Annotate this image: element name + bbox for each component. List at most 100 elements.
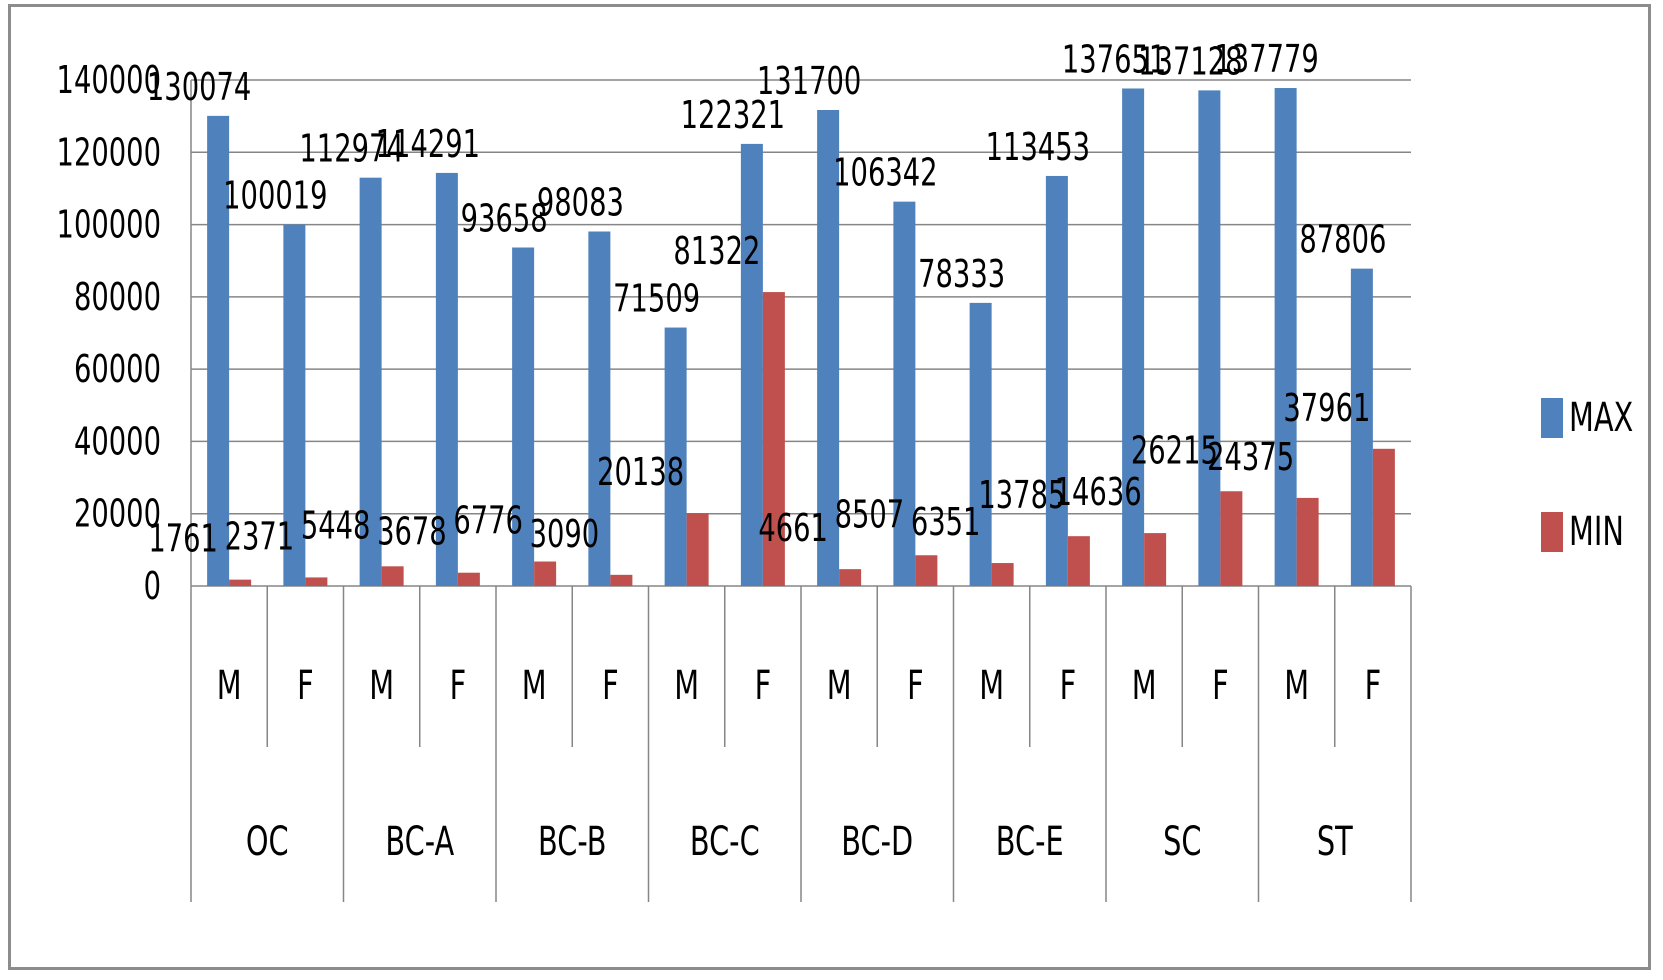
category-label: M: [674, 663, 699, 709]
legend-swatch-max: [1541, 398, 1563, 438]
min-bar: [991, 563, 1014, 586]
min-data-label: 5448: [301, 503, 371, 548]
min-bar: [229, 579, 252, 586]
max-bar: [969, 302, 992, 586]
category-label: M: [369, 663, 394, 709]
max-data-label: 113453: [986, 124, 1090, 169]
legend-item-min: MIN: [1541, 509, 1645, 555]
group-label: SC: [1163, 819, 1201, 865]
max-data-label: 131700: [757, 58, 861, 103]
min-bar: [686, 513, 709, 586]
max-data-label: 71509: [613, 276, 700, 321]
max-data-label: 137651: [1062, 37, 1166, 82]
category-label: F: [1212, 663, 1229, 709]
group-label: BC-A: [385, 819, 454, 865]
category-label: M: [827, 663, 852, 709]
max-data-label: 93658: [461, 196, 548, 241]
max-bar: [283, 224, 306, 587]
min-data-label: 4661: [758, 506, 828, 551]
min-bar: [1144, 533, 1167, 586]
category-label: F: [450, 663, 467, 709]
max-data-label: 137779: [1214, 36, 1318, 81]
max-bar: [512, 247, 535, 586]
bar-chart: 0200004000060000800001000001200001400001…: [57, 36, 1412, 902]
min-data-label: 3678: [377, 509, 447, 554]
max-bar: [893, 201, 916, 586]
max-data-label: 130074: [147, 64, 251, 109]
group-label: OC: [246, 819, 289, 865]
category-label: M: [979, 663, 1004, 709]
max-bar: [740, 143, 763, 586]
max-bar: [817, 109, 840, 587]
chart-frame: 0 20000 40000 60000 80000 100000 120000 140000 1…: [8, 4, 1651, 970]
legend-item-max: MAX: [1541, 395, 1658, 441]
max-data-label: 137128: [1138, 39, 1242, 84]
group-label: BC-D: [841, 819, 913, 865]
legend-label-max: MAX: [1569, 395, 1634, 441]
min-data-label: 6776: [453, 498, 523, 543]
max-bar: [588, 231, 611, 587]
min-bar: [381, 566, 404, 586]
y-tick-label: 60000: [74, 347, 161, 392]
max-data-label: 114291: [376, 121, 480, 166]
category-label: M: [1284, 663, 1309, 709]
min-bar: [839, 569, 862, 586]
min-data-label: 2371: [225, 514, 295, 559]
y-tick-label: 140000: [57, 57, 161, 102]
min-data-label: 13785: [978, 473, 1065, 518]
max-bar: [1045, 175, 1068, 587]
min-data-label: 14636: [1055, 470, 1142, 515]
y-tick-label: 20000: [74, 491, 161, 536]
max-bar: [1122, 88, 1145, 586]
category-label: F: [907, 663, 924, 709]
category-label: F: [297, 663, 314, 709]
category-label: F: [602, 663, 619, 709]
max-data-label: 106342: [833, 150, 937, 195]
max-bar: [664, 327, 687, 586]
min-bar: [457, 572, 480, 586]
max-data-label: 87806: [1299, 217, 1386, 262]
max-data-label: 122321: [681, 92, 785, 137]
min-bar: [610, 574, 633, 586]
min-bar: [762, 292, 785, 586]
min-data-label: 6351: [911, 499, 981, 544]
max-bar: [435, 172, 458, 586]
min-data-label: 24375: [1207, 434, 1294, 479]
min-data-label: 81322: [673, 229, 760, 274]
min-data-label: 37961: [1283, 385, 1370, 430]
min-data-label: 26215: [1131, 428, 1218, 473]
min-data-label: 1761: [148, 516, 218, 561]
min-bar: [305, 577, 328, 586]
min-data-label: 3090: [530, 511, 600, 556]
category-label: M: [1132, 663, 1157, 709]
min-data-label: 8507: [835, 492, 905, 537]
min-bar: [534, 561, 557, 586]
min-data-label: 20138: [597, 450, 684, 495]
legend-swatch-min: [1541, 512, 1563, 552]
category-label: F: [1365, 663, 1382, 709]
legend-label-min: MIN: [1569, 509, 1624, 555]
max-data-label: 98083: [537, 180, 624, 225]
min-bar: [1296, 497, 1319, 586]
max-bar: [359, 177, 382, 586]
category-label: M: [522, 663, 547, 709]
min-bar: [1067, 536, 1090, 586]
max-data-label: 112974: [299, 126, 403, 171]
y-tick-label: 120000: [57, 130, 161, 175]
min-bar: [915, 555, 938, 586]
min-bar: [1220, 491, 1243, 586]
group-label: BC-C: [690, 819, 760, 865]
max-bar: [1274, 88, 1297, 586]
max-bar: [1198, 90, 1221, 587]
max-data-label: 78333: [918, 251, 1005, 296]
group-label: ST: [1317, 819, 1353, 865]
group-label: BC-B: [538, 819, 606, 865]
category-label: M: [217, 663, 242, 709]
category-label: F: [755, 663, 772, 709]
y-tick-label: 40000: [74, 419, 161, 464]
min-bar: [1372, 448, 1395, 586]
y-tick-label: 100000: [57, 202, 161, 247]
y-tick-label: 0: [144, 563, 161, 608]
category-label: F: [1060, 663, 1077, 709]
max-data-label: 100019: [223, 173, 327, 218]
